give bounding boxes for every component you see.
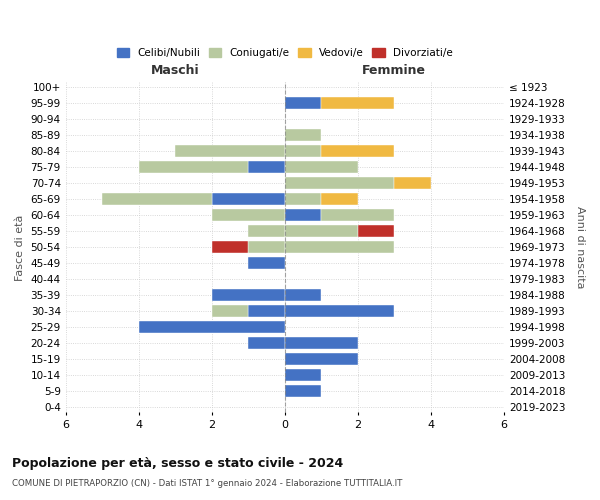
Y-axis label: Fasce di età: Fasce di età xyxy=(15,214,25,280)
Bar xyxy=(285,194,322,205)
Text: Popolazione per età, sesso e stato civile - 2024: Popolazione per età, sesso e stato civil… xyxy=(12,458,343,470)
Bar xyxy=(212,242,248,254)
Bar xyxy=(285,98,322,110)
Bar xyxy=(394,178,431,190)
Bar xyxy=(285,290,322,302)
Bar xyxy=(322,210,394,222)
Text: COMUNE DI PIETRAPORZIO (CN) - Dati ISTAT 1° gennaio 2024 - Elaborazione TUTTITAL: COMUNE DI PIETRAPORZIO (CN) - Dati ISTAT… xyxy=(12,479,403,488)
Bar xyxy=(285,130,322,141)
Bar xyxy=(248,226,285,237)
Bar xyxy=(285,370,322,382)
Bar xyxy=(322,194,358,205)
Text: Maschi: Maschi xyxy=(151,64,200,77)
Bar xyxy=(139,162,248,173)
Y-axis label: Anni di nascita: Anni di nascita xyxy=(575,206,585,288)
Bar xyxy=(248,242,285,254)
Bar xyxy=(358,226,394,237)
Bar xyxy=(248,162,285,173)
Bar xyxy=(175,146,285,158)
Bar xyxy=(248,306,285,318)
Bar xyxy=(285,178,394,190)
Bar xyxy=(212,290,285,302)
Bar xyxy=(285,306,394,318)
Bar xyxy=(139,322,285,334)
Bar xyxy=(212,306,248,318)
Text: Femmine: Femmine xyxy=(362,64,427,77)
Bar xyxy=(248,258,285,270)
Bar xyxy=(322,146,394,158)
Bar xyxy=(285,146,322,158)
Bar xyxy=(212,194,285,205)
Bar xyxy=(102,194,212,205)
Bar xyxy=(285,226,358,237)
Bar xyxy=(285,242,394,254)
Legend: Celibi/Nubili, Coniugati/e, Vedovi/e, Divorziati/e: Celibi/Nubili, Coniugati/e, Vedovi/e, Di… xyxy=(114,44,456,61)
Bar xyxy=(322,98,394,110)
Bar xyxy=(212,210,285,222)
Bar xyxy=(285,354,358,366)
Bar xyxy=(248,338,285,349)
Bar xyxy=(285,210,322,222)
Bar xyxy=(285,386,322,398)
Bar xyxy=(285,338,358,349)
Bar xyxy=(285,162,358,173)
